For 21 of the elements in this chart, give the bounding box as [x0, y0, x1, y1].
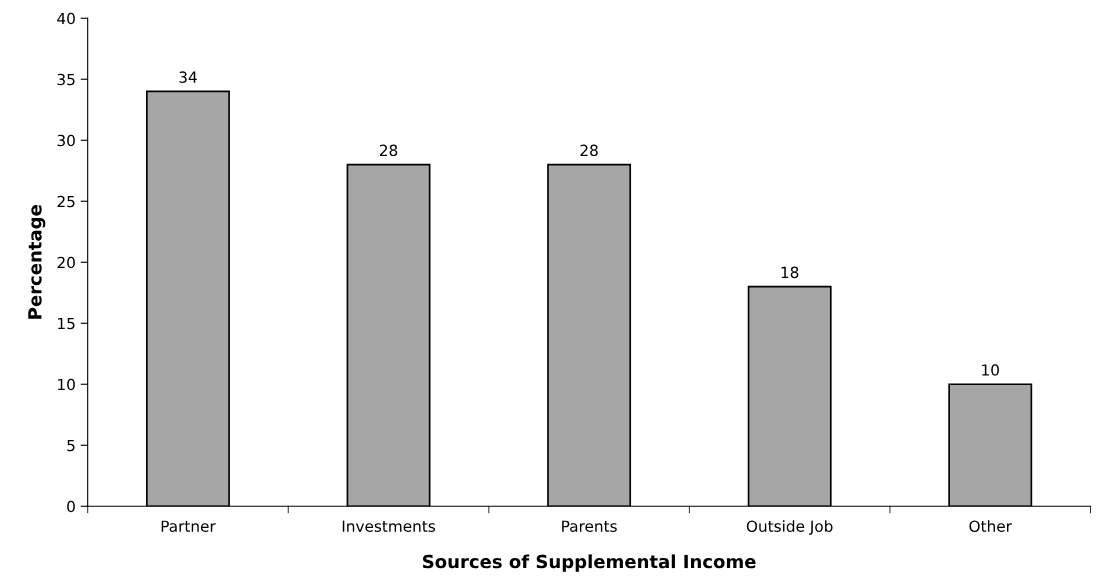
x-tick-label: Parents [562, 520, 617, 532]
data-label: 18 [781, 266, 799, 279]
x-tick-label: Other [969, 520, 1012, 532]
data-label: 28 [580, 144, 598, 157]
y-tick-label: 25 [57, 195, 75, 208]
y-tick-label: 30 [57, 134, 75, 147]
y-tick-label: 20 [57, 256, 75, 269]
y-tick-label: 10 [58, 378, 75, 391]
y-tick-label: 35 [57, 73, 75, 86]
y-tick-label: 40 [57, 12, 75, 25]
x-tick-label: Investments [342, 520, 436, 532]
data-label: 28 [379, 144, 398, 157]
y-tick-label: 5 [67, 439, 75, 452]
data-label: 34 [179, 71, 197, 83]
y-tick-label: 0 [67, 500, 75, 513]
data-label: 10 [982, 364, 999, 376]
x-tick-label: Partner [161, 520, 216, 532]
x-axis-title: Sources of Supplemental Income [423, 554, 756, 572]
x-tick-label: Outside Job [746, 520, 833, 535]
y-tick-label: 15 [58, 317, 75, 330]
y-axis-title: Percentage [28, 205, 46, 319]
